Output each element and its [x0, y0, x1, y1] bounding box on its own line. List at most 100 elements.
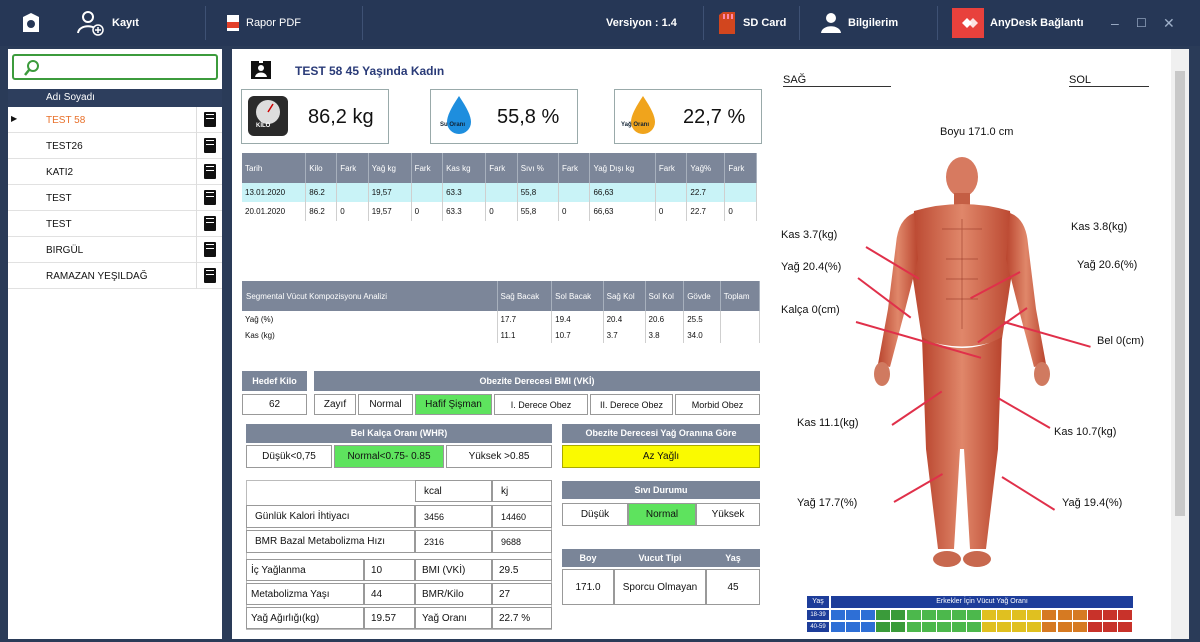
- rapor-pdf-button[interactable]: Rapor PDF: [226, 0, 301, 46]
- patient-name: BIRGÜL: [46, 245, 84, 256]
- bodytype-header: Vucut Tipi: [614, 549, 706, 567]
- table-cell: [724, 183, 757, 202]
- table-row: Yağ (%) 17.7 19.4 20.4 20.6 25.5: [242, 311, 761, 327]
- scale-icon-label: KİLO: [256, 123, 271, 129]
- anydesk-label: AnyDesk Bağlantı: [990, 17, 1084, 29]
- list-item[interactable]: KATI2: [8, 159, 222, 185]
- close-icon[interactable]: ✕: [1163, 14, 1175, 31]
- scrollbar-thumb[interactable]: [1175, 71, 1185, 516]
- table-cell: 22.7: [686, 183, 726, 202]
- yag-right-leg-label: Yağ 17.7(%): [797, 497, 858, 509]
- fat-chart-cell: [921, 622, 936, 632]
- yag-left-arm-label: Yağ 20.6(%): [1077, 259, 1138, 271]
- hedef-kilo-header: Hedef Kilo: [242, 371, 307, 391]
- calorie-kj: 9688: [492, 530, 552, 553]
- kayit-button[interactable]: Kayıt: [76, 0, 139, 46]
- detail-value: 22.7 %: [492, 607, 552, 629]
- list-item[interactable]: BIRGÜL: [8, 237, 222, 263]
- list-item[interactable]: TEST26: [8, 133, 222, 159]
- table-cell: 3.8: [645, 327, 685, 343]
- sd-card-icon[interactable]: [204, 164, 216, 179]
- column-divider: [196, 107, 197, 133]
- segmental-table: Segmental Vücut Kompozisyonu Analizi Sağ …: [242, 281, 761, 343]
- calorie-label: Günlük Kalori İhtiyacı: [246, 505, 415, 528]
- user-info-icon: [821, 13, 841, 33]
- fat-chart-cell: [1117, 610, 1132, 620]
- list-item[interactable]: RAMAZAN YEŞILDAĞ: [8, 263, 222, 289]
- row-label: Yağ (%): [242, 311, 498, 327]
- bmi-option: I. Derece Obez: [494, 394, 588, 415]
- table-cell: [655, 183, 688, 202]
- sd-card-icon[interactable]: [204, 138, 216, 153]
- list-item[interactable]: TEST: [8, 211, 222, 237]
- table-cell: 0: [724, 202, 757, 221]
- bmi-option: Hafif Şişman: [415, 394, 492, 415]
- fat-chart-cell: [1027, 622, 1042, 632]
- list-item[interactable]: TEST: [8, 185, 222, 211]
- obez-fat-value: Az Yağlı: [562, 445, 760, 468]
- fat-chart-cell: [936, 610, 951, 620]
- bilgilerim-label: Bilgilerim: [848, 17, 899, 29]
- fat-chart-cell: [891, 610, 906, 620]
- table-cell: 20.01.2020: [242, 202, 307, 221]
- toolbar-divider: [799, 6, 800, 40]
- bmi-header: Obezite Derecesi BMI (VKİ): [314, 371, 760, 391]
- table-cell: 3.7: [603, 327, 646, 343]
- sd-card-icon[interactable]: [204, 190, 216, 205]
- maximize-icon[interactable]: ☐: [1136, 16, 1147, 30]
- table-row[interactable]: 20.01.2020 86.2 0 19,57 0 63.3 0 55,8 0 66,63 0 22.…: [242, 202, 757, 221]
- fat-chart-cell: [861, 622, 876, 632]
- fat-chart-cell: [1057, 610, 1072, 620]
- home-button[interactable]: [20, 0, 48, 46]
- bilgilerim-button[interactable]: Bilgilerim: [820, 0, 898, 46]
- fat-chart-row-label: 40-59: [807, 622, 829, 632]
- fat-chart-cell: [831, 622, 845, 632]
- table-cell: 13.01.2020: [242, 183, 307, 202]
- table-cell: 0: [655, 202, 688, 221]
- table-cell: 55,8: [517, 183, 559, 202]
- table-cell: 34.0: [683, 327, 721, 343]
- table-cell: 0: [558, 202, 591, 221]
- table-header-cell: Sağ Bacak: [497, 281, 553, 311]
- anydesk-button[interactable]: AnyDesk Bağlantı: [952, 0, 1084, 46]
- main-panel: TEST 58 45 Yaşında Kadın KİLO 86,2 kg Su…: [232, 49, 1189, 639]
- sd-card-icon[interactable]: [204, 268, 216, 283]
- search-input[interactable]: [12, 54, 218, 80]
- minimize-icon[interactable]: –: [1111, 15, 1119, 31]
- list-item[interactable]: ▶ TEST 58: [8, 107, 222, 133]
- sag-label: SAĞ: [783, 74, 891, 87]
- detail-value: 10: [364, 559, 415, 581]
- fat-chart-cell: [982, 622, 996, 632]
- bmi-option: Normal: [358, 394, 413, 415]
- table-cell: 19,57: [368, 183, 412, 202]
- sd-card-button[interactable]: SD Card: [717, 0, 786, 46]
- detail-label: Yağ Ağırlığı(kg): [246, 607, 364, 629]
- table-cell: 19.4: [551, 311, 604, 327]
- sd-card-icon[interactable]: [204, 112, 216, 127]
- column-divider: [196, 211, 197, 237]
- detail-label: Metabolizma Yaşı: [246, 583, 364, 605]
- sd-card-icon[interactable]: [204, 242, 216, 257]
- fat-value: 22,7 %: [683, 106, 746, 128]
- table-cell: [720, 311, 761, 327]
- sd-card-label: SD Card: [743, 17, 787, 29]
- detail-value: 19.57: [364, 607, 415, 629]
- table-header-cell: Toplam: [720, 281, 761, 311]
- top-toolbar: Kayıt Rapor PDF Versiyon : 1.4 SD Card B…: [0, 0, 1200, 46]
- bmi-option: Morbid Obez: [675, 394, 760, 415]
- table-cell: [485, 183, 518, 202]
- table-cell: 0: [336, 202, 369, 221]
- bodytype-value: Sporcu Olmayan: [614, 569, 706, 605]
- table-cell: 20.4: [603, 311, 646, 327]
- toolbar-divider: [703, 6, 704, 40]
- table-cell: [558, 183, 591, 202]
- vertical-scrollbar[interactable]: [1171, 49, 1189, 639]
- sd-card-icon[interactable]: [204, 216, 216, 231]
- column-divider: [196, 159, 197, 185]
- search-icon: [24, 60, 39, 76]
- fat-chart-cell: [997, 622, 1012, 632]
- table-cell: 86.2: [305, 202, 338, 221]
- table-row[interactable]: 13.01.2020 86.2 19,57 63.3 55,8 66,63 22.7: [242, 183, 757, 202]
- column-divider: [196, 133, 197, 159]
- calorie-kcal: 3456: [415, 505, 492, 528]
